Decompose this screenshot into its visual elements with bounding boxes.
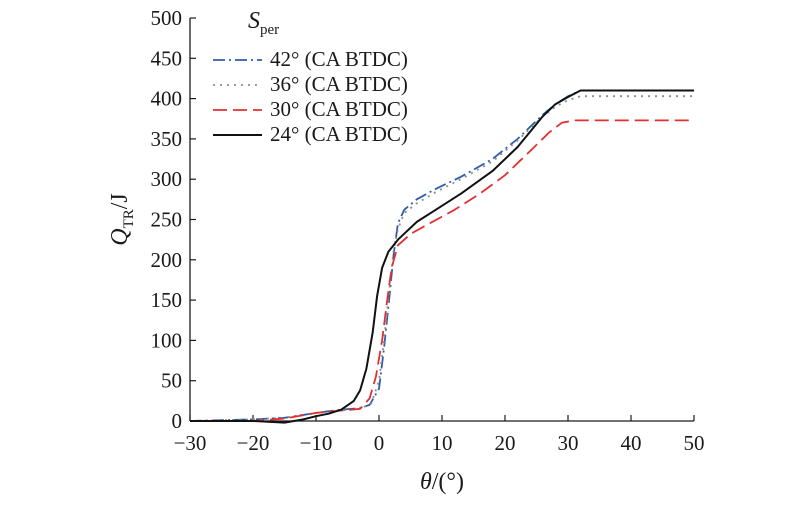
- x-tick-label: 30: [558, 431, 579, 455]
- legend-label-4: 24° (CA BTDC): [270, 122, 408, 146]
- legend-title: Sper: [248, 8, 279, 38]
- legend-title-sub: per: [260, 22, 279, 38]
- x-tick-label: 20: [495, 431, 516, 455]
- y-tick-label: 500: [151, 6, 183, 30]
- x-tick-label: −20: [237, 431, 270, 455]
- legend: Sper 42° (CA BTDC)36° (CA BTDC)30° (CA B…: [213, 8, 408, 146]
- x-axis-title-unit: /(°): [432, 469, 464, 495]
- y-tick-label: 350: [151, 127, 183, 151]
- legend-title-main: S: [248, 8, 260, 34]
- legend-items: 42° (CA BTDC)36° (CA BTDC)30° (CA BTDC)2…: [213, 47, 408, 146]
- series-line-1: [189, 89, 694, 422]
- y-tick-label: 50: [161, 369, 182, 393]
- legend-label-1: 42° (CA BTDC): [270, 47, 408, 71]
- y-ticks: 0 50 100 150 200 250 300 350 400 450 500: [151, 6, 196, 433]
- x-tick-label: −30: [174, 431, 207, 455]
- y-tick-label: 150: [151, 288, 183, 312]
- y-tick-label: 400: [151, 87, 183, 111]
- series-line-2: [189, 95, 694, 422]
- y-tick-label: 100: [151, 328, 183, 352]
- legend-label-2: 36° (CA BTDC): [270, 72, 408, 96]
- axes: −30 −20 −10 0 10 20 30 40 50 0 50 100 150 200 250 300 3…: [151, 6, 705, 455]
- x-axis-title-main: θ: [420, 469, 432, 495]
- series-lines: [189, 89, 694, 424]
- y-axis-title-main: Q: [107, 228, 133, 245]
- series-line-4: [190, 89, 694, 424]
- x-tick-label: 50: [684, 431, 705, 455]
- series-line-3: [190, 119, 694, 422]
- x-tick-label: 0: [374, 431, 385, 455]
- y-axis-title-sub: TR: [121, 209, 137, 228]
- y-axis-title: QTR/J: [107, 193, 137, 246]
- y-tick-label: 300: [151, 167, 183, 191]
- legend-label-3: 30° (CA BTDC): [270, 97, 408, 121]
- y-tick-label: 450: [151, 46, 183, 70]
- y-axis-title-unit: /J: [107, 193, 133, 209]
- x-tick-label: −10: [300, 431, 333, 455]
- y-tick-label: 0: [172, 409, 183, 433]
- x-tick-label: 10: [432, 431, 453, 455]
- x-axis-title: θ/(°): [420, 469, 464, 495]
- y-tick-label: 250: [151, 208, 183, 232]
- x-ticks: −30 −20 −10 0 10 20 30 40 50: [174, 415, 705, 455]
- x-tick-label: 40: [621, 431, 642, 455]
- y-tick-label: 200: [151, 248, 183, 272]
